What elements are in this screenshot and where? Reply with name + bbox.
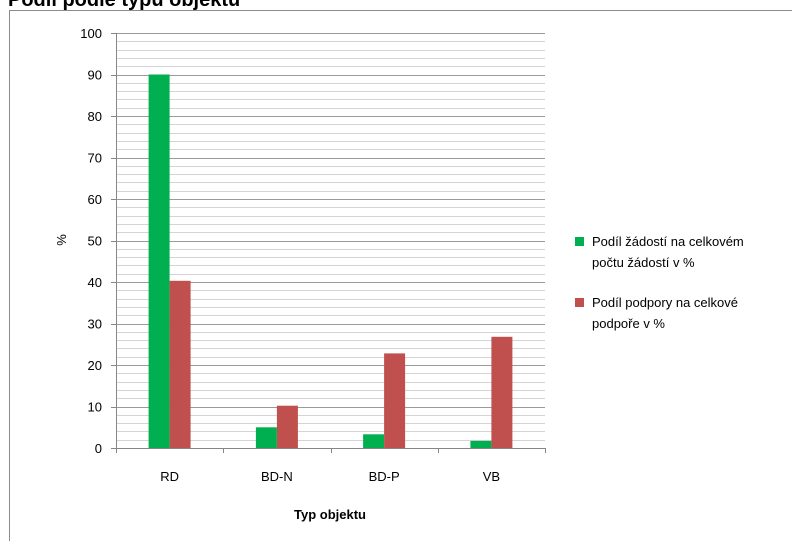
- bar-vb-series-2: [491, 336, 513, 448]
- legend-label-series-2: Podíl podpory na celkové: [592, 295, 738, 310]
- y-tick-label: 100: [80, 26, 102, 41]
- bar-bd-n-series-2: [276, 405, 298, 448]
- legend-label-series-2: podpoře v %: [592, 316, 665, 331]
- legend-label-series-1: počtu žádostí v %: [592, 255, 695, 270]
- y-tick-label: 30: [88, 317, 102, 332]
- x-tick-label: RD: [160, 469, 179, 484]
- x-axis-title: Typ objektu: [294, 507, 366, 522]
- legend-swatch-series-1: [575, 237, 584, 246]
- y-tick-label: 80: [88, 109, 102, 124]
- bar-bd-p-series-2: [384, 353, 406, 448]
- x-tick-labels: RD BD-N BD-P VB: [160, 469, 500, 484]
- legend-label-series-1: Podíl žádostí na celkovém: [592, 234, 744, 249]
- bar-bd-p-series-1: [363, 434, 385, 448]
- y-tick-label: 90: [88, 68, 102, 83]
- chart-title-strip: Podíl podle typu objektu: [0, 0, 792, 10]
- bars: [148, 74, 513, 449]
- x-tick-label: BD-N: [261, 469, 293, 484]
- bar-bd-n-series-1: [255, 427, 277, 449]
- y-tick-label: 0: [95, 441, 102, 456]
- y-tick-labels: 0 10 20 30 40 50 60 70 80 90 100: [80, 26, 102, 456]
- axes: [111, 33, 546, 453]
- legend-swatch-series-2: [575, 298, 584, 307]
- y-tick-label: 50: [88, 234, 102, 249]
- y-axis-title: %: [54, 234, 69, 246]
- y-tick-label: 20: [88, 358, 102, 373]
- y-tick-label: 40: [88, 275, 102, 290]
- bar-vb-series-1: [470, 440, 492, 448]
- legend: Podíl žádostí na celkovém počtu žádostí v…: [575, 234, 744, 331]
- bar-rd-series-1: [148, 74, 170, 448]
- x-tick-label: VB: [483, 469, 500, 484]
- page-title: Podíl podle typu objektu: [8, 0, 240, 10]
- y-tick-label: 10: [88, 400, 102, 415]
- y-tick-label: 60: [88, 192, 102, 207]
- x-tick-label: BD-P: [369, 469, 400, 484]
- y-tick-label: 70: [88, 151, 102, 166]
- bar-rd-series-2: [169, 280, 191, 448]
- chart-frame: [9, 10, 792, 541]
